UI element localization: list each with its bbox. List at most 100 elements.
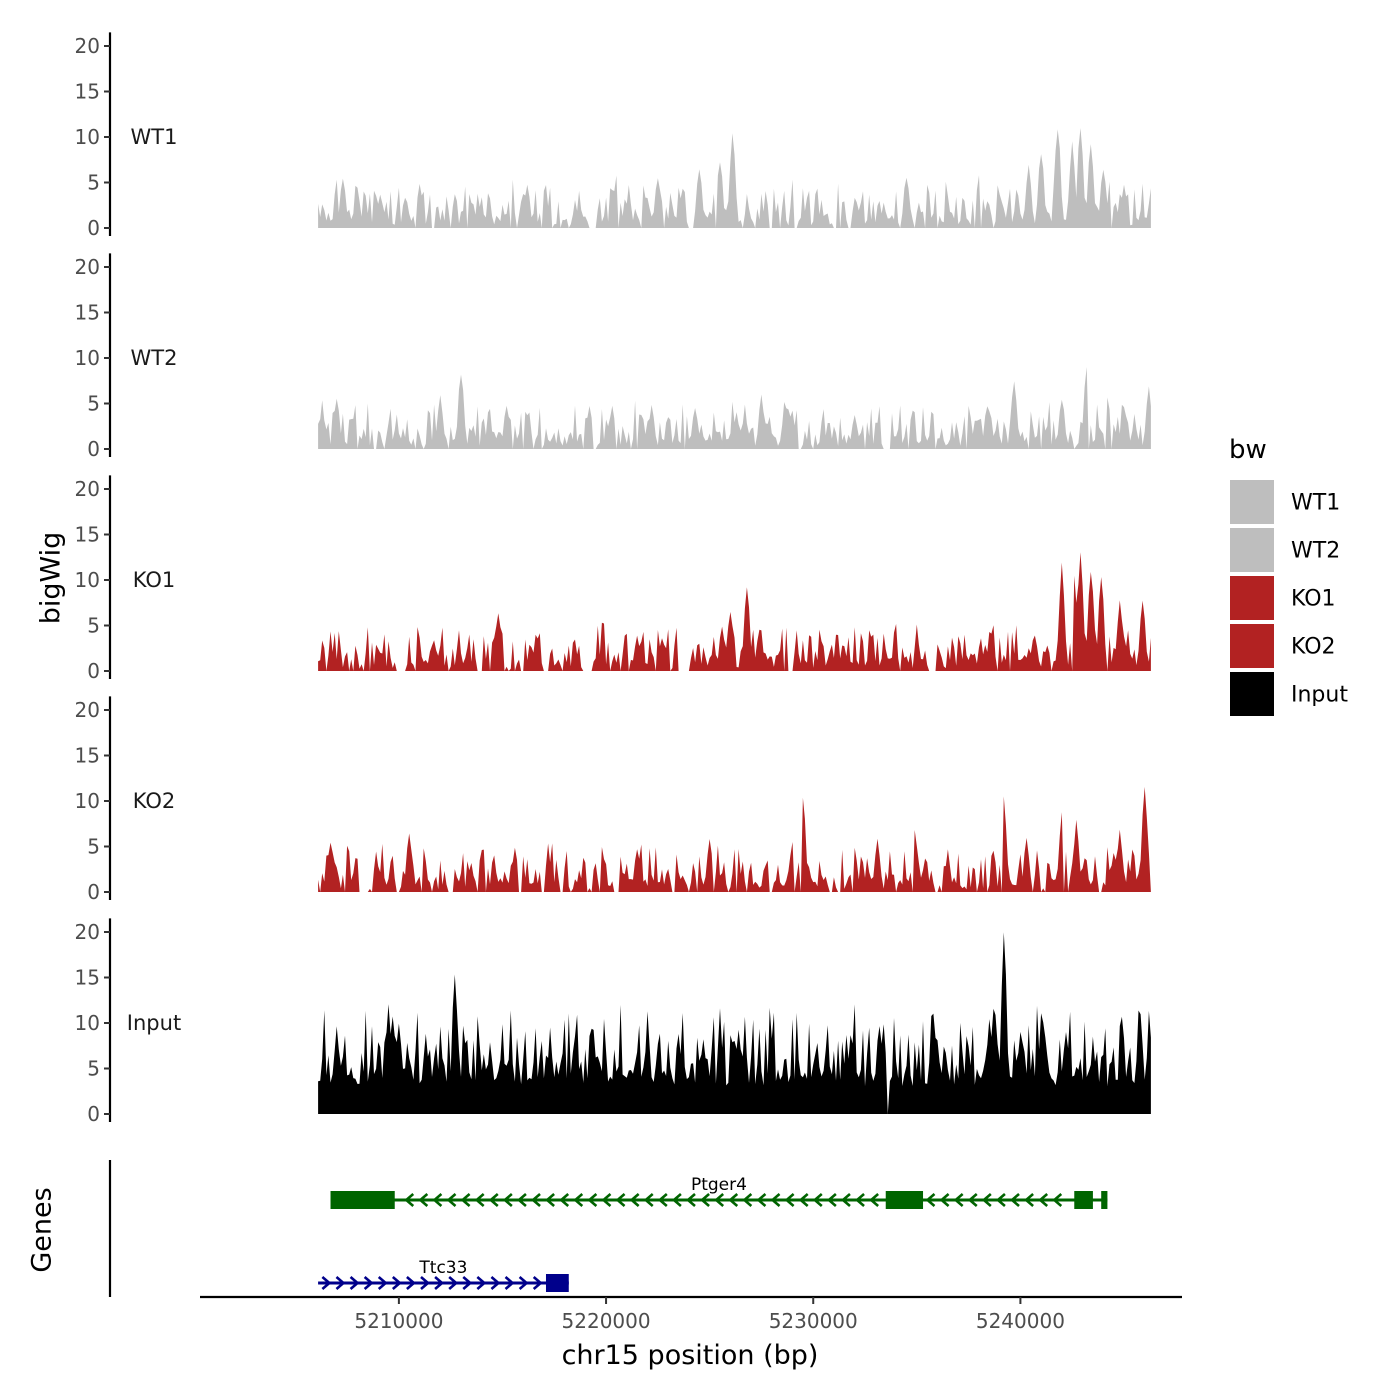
x-tick-label: 5240000: [976, 1309, 1065, 1333]
y-tick-label: 15: [75, 301, 100, 325]
x-tick-label: 5220000: [562, 1309, 651, 1333]
track-input: Input 0 5 10 15 20: [75, 918, 1151, 1126]
strand-arrow: [714, 1193, 725, 1207]
strand-arrow: [406, 1276, 416, 1290]
track-wt1: WT1 0 5 10 15 20: [75, 32, 1151, 240]
strand-arrow: [448, 1276, 459, 1290]
legend-swatch: [1230, 672, 1274, 716]
y-tick-label: 15: [75, 523, 100, 547]
strand-arrow: [615, 1193, 626, 1207]
x-tick-label: 5230000: [769, 1309, 858, 1333]
strand-arrow: [855, 1193, 865, 1207]
y-tick-label: 0: [87, 659, 100, 683]
y-tick-label: 10: [75, 125, 100, 149]
track-label: Input: [127, 1011, 181, 1035]
strand-arrow: [601, 1193, 612, 1207]
strand-arrow: [1010, 1193, 1020, 1207]
legend-title: bw: [1229, 435, 1267, 465]
y-tick-label: 20: [75, 255, 100, 279]
strand-arrow: [700, 1193, 710, 1207]
strand-arrow: [798, 1193, 809, 1207]
strand-arrow: [686, 1193, 696, 1207]
y-tick-label: 0: [87, 437, 100, 461]
legend-label: WT2: [1291, 539, 1340, 564]
legend-label: KO2: [1291, 635, 1336, 660]
strand-arrow: [502, 1193, 513, 1207]
strand-arrow: [391, 1276, 402, 1290]
strand-arrow: [446, 1193, 457, 1207]
y-tick-label: 20: [75, 477, 100, 501]
y-axis-title: bigWig: [36, 532, 67, 625]
y-tick-label: 10: [75, 789, 100, 813]
legend-label: KO1: [1291, 587, 1336, 612]
strand-arrow: [1038, 1193, 1049, 1207]
strand-arrow: [532, 1276, 543, 1290]
y-tick-label: 20: [75, 34, 100, 58]
genes-axis-title: Genes: [27, 1187, 58, 1272]
strand-arrow: [418, 1193, 429, 1207]
coverage-area: [318, 786, 1151, 892]
strand-arrow: [643, 1193, 654, 1207]
strand-arrow: [377, 1276, 388, 1290]
strand-arrow: [995, 1193, 1006, 1207]
y-tick-label: 0: [87, 216, 100, 240]
exon-block: [545, 1274, 569, 1292]
y-tick-label: 5: [87, 835, 100, 859]
gene-ptger4: Ptger4: [330, 1175, 1108, 1209]
legend-swatch: [1230, 480, 1274, 524]
strand-arrow: [840, 1193, 851, 1207]
y-tick-label: 5: [87, 614, 100, 638]
coverage-area: [318, 128, 1151, 228]
gene-label: Ttc33: [418, 1258, 467, 1278]
legend-swatch: [1230, 576, 1274, 620]
strand-arrow: [559, 1193, 570, 1207]
strand-arrow: [504, 1276, 515, 1290]
x-axis-title: chr15 position (bp): [562, 1340, 819, 1371]
y-tick-label: 0: [87, 1102, 100, 1126]
strand-arrow: [770, 1193, 781, 1207]
y-tick-label: 5: [87, 171, 100, 195]
exon-block: [330, 1191, 395, 1209]
strand-arrow: [1024, 1193, 1034, 1207]
y-tick-label: 5: [87, 392, 100, 416]
coverage-area: [318, 552, 1151, 671]
legend-label: WT1: [1291, 491, 1340, 516]
strand-arrow: [516, 1193, 527, 1207]
gene-annotation-panel: Ptger4 Ttc33: [108, 1160, 1108, 1297]
strand-arrow: [939, 1193, 950, 1207]
strand-arrow: [657, 1193, 668, 1207]
strand-arrow: [756, 1193, 767, 1207]
strand-arrow: [629, 1193, 640, 1207]
strand-arrow: [784, 1193, 795, 1207]
track-label: WT1: [131, 125, 178, 149]
strand-arrow: [981, 1193, 992, 1207]
strand-arrow: [490, 1276, 501, 1290]
x-tick-label: 5210000: [354, 1309, 443, 1333]
strand-arrow: [953, 1193, 964, 1207]
track-wt2: WT2 0 5 10 15 20: [75, 253, 1151, 461]
track-label: KO2: [133, 789, 176, 813]
strand-arrow: [460, 1193, 471, 1207]
strand-arrow: [476, 1276, 487, 1290]
strand-arrow: [742, 1193, 753, 1207]
exon-block: [1074, 1191, 1093, 1209]
strand-arrow: [335, 1276, 346, 1290]
strand-arrow: [967, 1193, 978, 1207]
coverage-area: [318, 932, 1151, 1114]
strand-arrow: [671, 1193, 682, 1207]
strand-arrow: [488, 1193, 499, 1207]
track-ko2: KO2 0 5 10 15 20: [75, 696, 1151, 904]
gene-label: Ptger4: [691, 1175, 747, 1195]
legend-label: Input: [1291, 683, 1348, 708]
exon-block: [885, 1191, 924, 1209]
strand-arrow: [545, 1193, 555, 1207]
strand-arrow: [462, 1276, 473, 1290]
track-label: WT2: [131, 346, 178, 370]
legend-swatch: [1230, 528, 1274, 572]
strand-arrow: [531, 1193, 541, 1207]
y-tick-label: 20: [75, 698, 100, 722]
y-tick-label: 0: [87, 880, 100, 904]
coverage-area: [318, 367, 1151, 449]
y-tick-label: 10: [75, 1011, 100, 1035]
